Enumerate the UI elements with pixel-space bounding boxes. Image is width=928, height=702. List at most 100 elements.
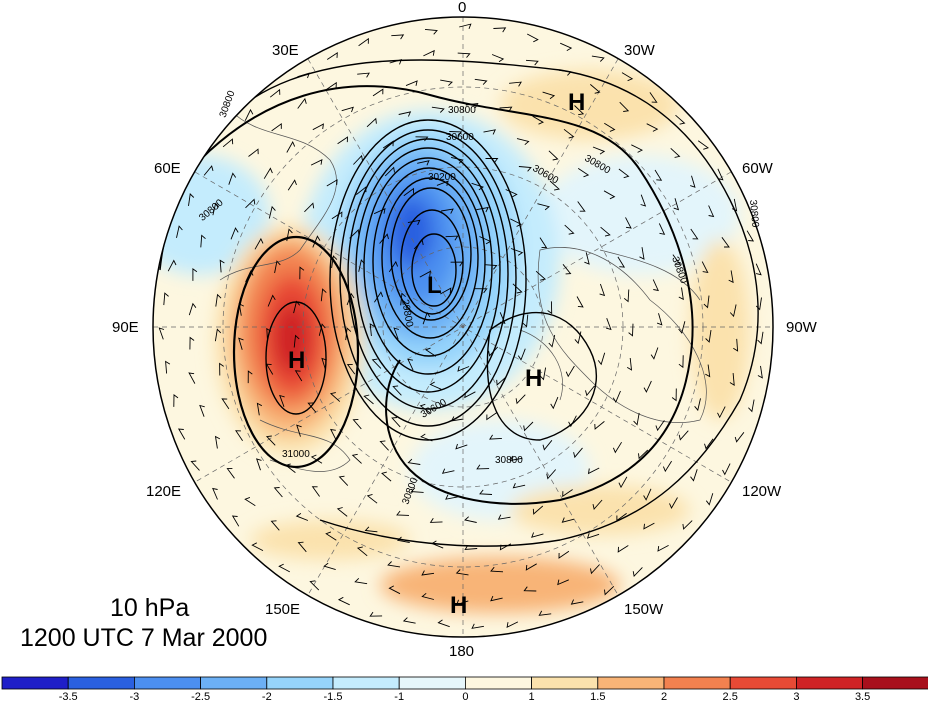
wind-barb xyxy=(654,169,663,181)
wind-barb xyxy=(701,261,709,273)
wind-barb xyxy=(214,328,222,342)
wind-barb xyxy=(384,166,395,177)
high-pressure-marker: H xyxy=(288,347,305,374)
wind-barb xyxy=(266,327,272,341)
wind-barb xyxy=(396,536,410,543)
wind-barb xyxy=(538,610,552,616)
wind-barb xyxy=(564,224,575,235)
wind-barb xyxy=(488,346,499,357)
wind-barb xyxy=(734,432,745,443)
colorbar-box xyxy=(398,676,466,690)
wind-barb xyxy=(678,430,689,441)
wind-barb xyxy=(717,406,726,419)
wind-barb xyxy=(440,287,452,295)
wind-barb xyxy=(479,489,493,495)
colorbar-tick-label: 1 xyxy=(529,691,535,702)
lon-label-150e: 150E xyxy=(265,601,300,618)
wind-barb xyxy=(296,424,302,437)
wind-barb xyxy=(619,101,630,112)
wind-barb xyxy=(603,190,616,200)
wind-barb xyxy=(746,230,755,242)
wind-barb xyxy=(212,202,220,216)
wind-barb xyxy=(312,235,321,248)
wind-barb xyxy=(407,458,421,465)
wind-barb xyxy=(476,206,489,213)
wind-barb xyxy=(419,270,431,278)
wind-barb xyxy=(617,545,629,553)
colorbar-box xyxy=(729,676,797,690)
colorbar-box xyxy=(67,676,135,690)
wind-barb xyxy=(512,483,526,489)
wind-barb xyxy=(557,579,569,586)
wind-barb xyxy=(389,59,403,65)
wind-barb xyxy=(295,513,309,521)
wind-barb xyxy=(621,72,634,82)
wind-barb xyxy=(643,488,652,501)
wind-barb xyxy=(558,69,572,76)
colorbar-tick-label: 1.5 xyxy=(590,691,605,702)
wind-barb xyxy=(455,569,469,576)
wind-barb xyxy=(499,312,506,324)
wind-barb xyxy=(585,385,595,397)
wind-barb xyxy=(560,42,573,51)
wind-barb xyxy=(546,469,557,480)
wind-barb xyxy=(705,493,714,506)
wind-barb xyxy=(382,140,394,149)
wind-barb xyxy=(499,106,513,112)
colorbar-box xyxy=(266,676,334,690)
wind-barb xyxy=(532,505,544,515)
wind-barb xyxy=(396,510,410,516)
wind-barb xyxy=(526,33,539,43)
wind-barb xyxy=(346,292,355,306)
wind-barb xyxy=(392,385,402,396)
wind-barb xyxy=(722,463,731,476)
wind-barb xyxy=(474,288,488,294)
colorbar-box xyxy=(663,676,731,690)
wind-barb xyxy=(537,203,550,211)
wind-barb xyxy=(421,592,435,600)
wind-barb xyxy=(592,146,606,155)
wind-barb xyxy=(254,237,264,250)
wind-barb xyxy=(568,415,577,428)
wind-barb xyxy=(351,453,362,464)
wind-barb xyxy=(415,136,429,142)
wind-barb xyxy=(455,443,468,450)
wind-barb xyxy=(690,228,699,240)
wind-barb xyxy=(708,205,715,218)
wind-barb xyxy=(219,259,225,273)
wind-barb xyxy=(309,580,320,591)
wind-barb xyxy=(440,79,453,86)
wind-barb xyxy=(199,404,205,417)
wind-barb xyxy=(612,441,622,454)
wind-barb xyxy=(336,507,348,517)
wind-barb xyxy=(573,447,583,459)
wind-barb xyxy=(294,370,303,382)
wind-barb xyxy=(273,487,283,498)
wind-barb xyxy=(189,336,195,350)
wind-barb xyxy=(245,270,254,283)
wind-barb xyxy=(587,467,600,475)
wind-barb xyxy=(248,148,259,157)
wind-barb xyxy=(356,546,368,557)
wind-barb xyxy=(268,205,276,219)
wind-barb xyxy=(320,288,327,302)
wind-barb xyxy=(542,91,556,100)
wind-barb xyxy=(158,327,165,340)
wind-barb xyxy=(548,150,559,161)
wind-barb xyxy=(577,201,586,212)
wind-barb xyxy=(464,516,477,523)
wind-barb xyxy=(483,129,496,135)
wind-barb xyxy=(436,180,449,187)
wind-barb xyxy=(297,541,307,553)
longitude-labels: 0 30W 60W 90W 120W 150W 180 150E 120E 90… xyxy=(112,0,818,660)
wind-barb xyxy=(235,430,243,441)
wind-barb xyxy=(256,402,263,416)
map-level-title: 10 hPa xyxy=(110,594,190,622)
wind-barb xyxy=(373,208,386,215)
map-boundary xyxy=(152,16,774,638)
wind-barb xyxy=(284,463,296,473)
wind-barb xyxy=(441,468,455,474)
wind-barb xyxy=(516,138,530,146)
lon-label-60e: 60E xyxy=(154,160,181,177)
wind-barb xyxy=(628,323,634,337)
